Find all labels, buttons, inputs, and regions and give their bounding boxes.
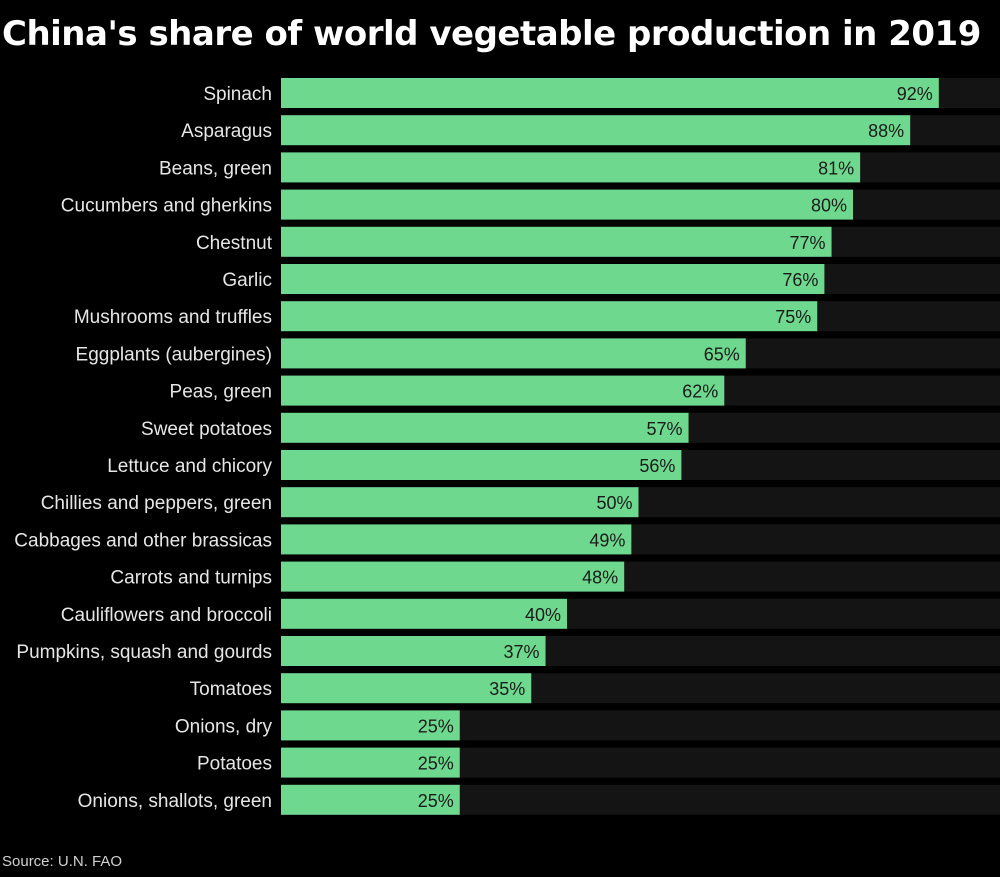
category-label: Sweet potatoes bbox=[141, 419, 272, 440]
bar bbox=[281, 338, 746, 369]
bar bbox=[281, 226, 832, 257]
value-label: 76% bbox=[782, 270, 818, 290]
source-note: Source: U.N. FAO bbox=[2, 853, 123, 870]
value-label: 56% bbox=[639, 456, 675, 476]
bar bbox=[281, 747, 460, 778]
value-label: 62% bbox=[682, 382, 718, 402]
category-label: Beans, green bbox=[159, 158, 272, 179]
category-label: Cauliflowers and broccoli bbox=[61, 605, 272, 626]
bar bbox=[281, 264, 825, 294]
value-label: 75% bbox=[775, 307, 811, 327]
value-label: 50% bbox=[596, 493, 632, 513]
bar bbox=[281, 301, 818, 332]
bar bbox=[281, 375, 725, 406]
category-label: Spinach bbox=[203, 84, 272, 105]
value-label: 40% bbox=[525, 605, 561, 625]
bar bbox=[281, 152, 861, 183]
value-label: 49% bbox=[589, 530, 625, 550]
category-label: Cucumbers and gherkins bbox=[61, 196, 272, 217]
bar bbox=[281, 189, 853, 220]
category-label: Garlic bbox=[222, 270, 272, 291]
category-label: Pumpkins, squash and gourds bbox=[16, 642, 272, 663]
bar bbox=[281, 412, 689, 443]
category-labels: Spinach Asparagus Beans, green Cucumbers an… bbox=[14, 84, 272, 812]
value-label: 88% bbox=[868, 121, 904, 141]
category-label: Asparagus bbox=[181, 121, 272, 142]
bar-tracks bbox=[281, 78, 1000, 815]
value-label: 92% bbox=[897, 84, 933, 104]
value-label: 81% bbox=[818, 158, 854, 178]
category-label: Chestnut bbox=[196, 233, 273, 254]
value-label: 25% bbox=[418, 754, 454, 774]
value-label: 25% bbox=[418, 791, 454, 811]
bar bbox=[281, 524, 632, 555]
chart-title: China's share of world vegetable product… bbox=[2, 14, 981, 54]
category-label: Onions, shallots, green bbox=[78, 791, 272, 812]
bar bbox=[281, 784, 460, 815]
bar bbox=[281, 115, 911, 146]
bar bbox=[281, 487, 639, 518]
category-label: Onions, dry bbox=[175, 716, 273, 737]
value-label: 48% bbox=[582, 568, 618, 588]
category-label: Carrots and turnips bbox=[110, 568, 272, 589]
value-label: 35% bbox=[489, 679, 525, 699]
value-label: 80% bbox=[811, 196, 847, 216]
bar bbox=[281, 78, 939, 108]
category-label: Lettuce and chicory bbox=[107, 456, 272, 477]
category-label: Potatoes bbox=[197, 754, 272, 775]
category-label: Tomatoes bbox=[190, 679, 272, 700]
bar bbox=[281, 450, 682, 480]
value-label: 77% bbox=[790, 233, 826, 253]
value-label: 57% bbox=[647, 419, 683, 439]
category-label: Chillies and peppers, green bbox=[41, 493, 272, 514]
value-labels: 92% 88% 81% 80% 77% 76% 75% 65% 62% 57% 56% 50% 49% 4… bbox=[418, 84, 933, 811]
category-label: Eggplants (aubergines) bbox=[76, 344, 272, 365]
category-label: Mushrooms and truffles bbox=[74, 307, 272, 328]
bars bbox=[281, 78, 939, 815]
bar bbox=[281, 673, 532, 704]
value-label: 65% bbox=[704, 344, 740, 364]
bar bbox=[281, 561, 625, 592]
category-label: Cabbages and other brassicas bbox=[14, 530, 272, 551]
value-label: 37% bbox=[504, 642, 540, 662]
value-label: 25% bbox=[418, 716, 454, 736]
bar bbox=[281, 710, 460, 741]
bar bbox=[281, 598, 567, 629]
bar bbox=[281, 636, 546, 666]
category-label: Peas, green bbox=[170, 382, 272, 403]
